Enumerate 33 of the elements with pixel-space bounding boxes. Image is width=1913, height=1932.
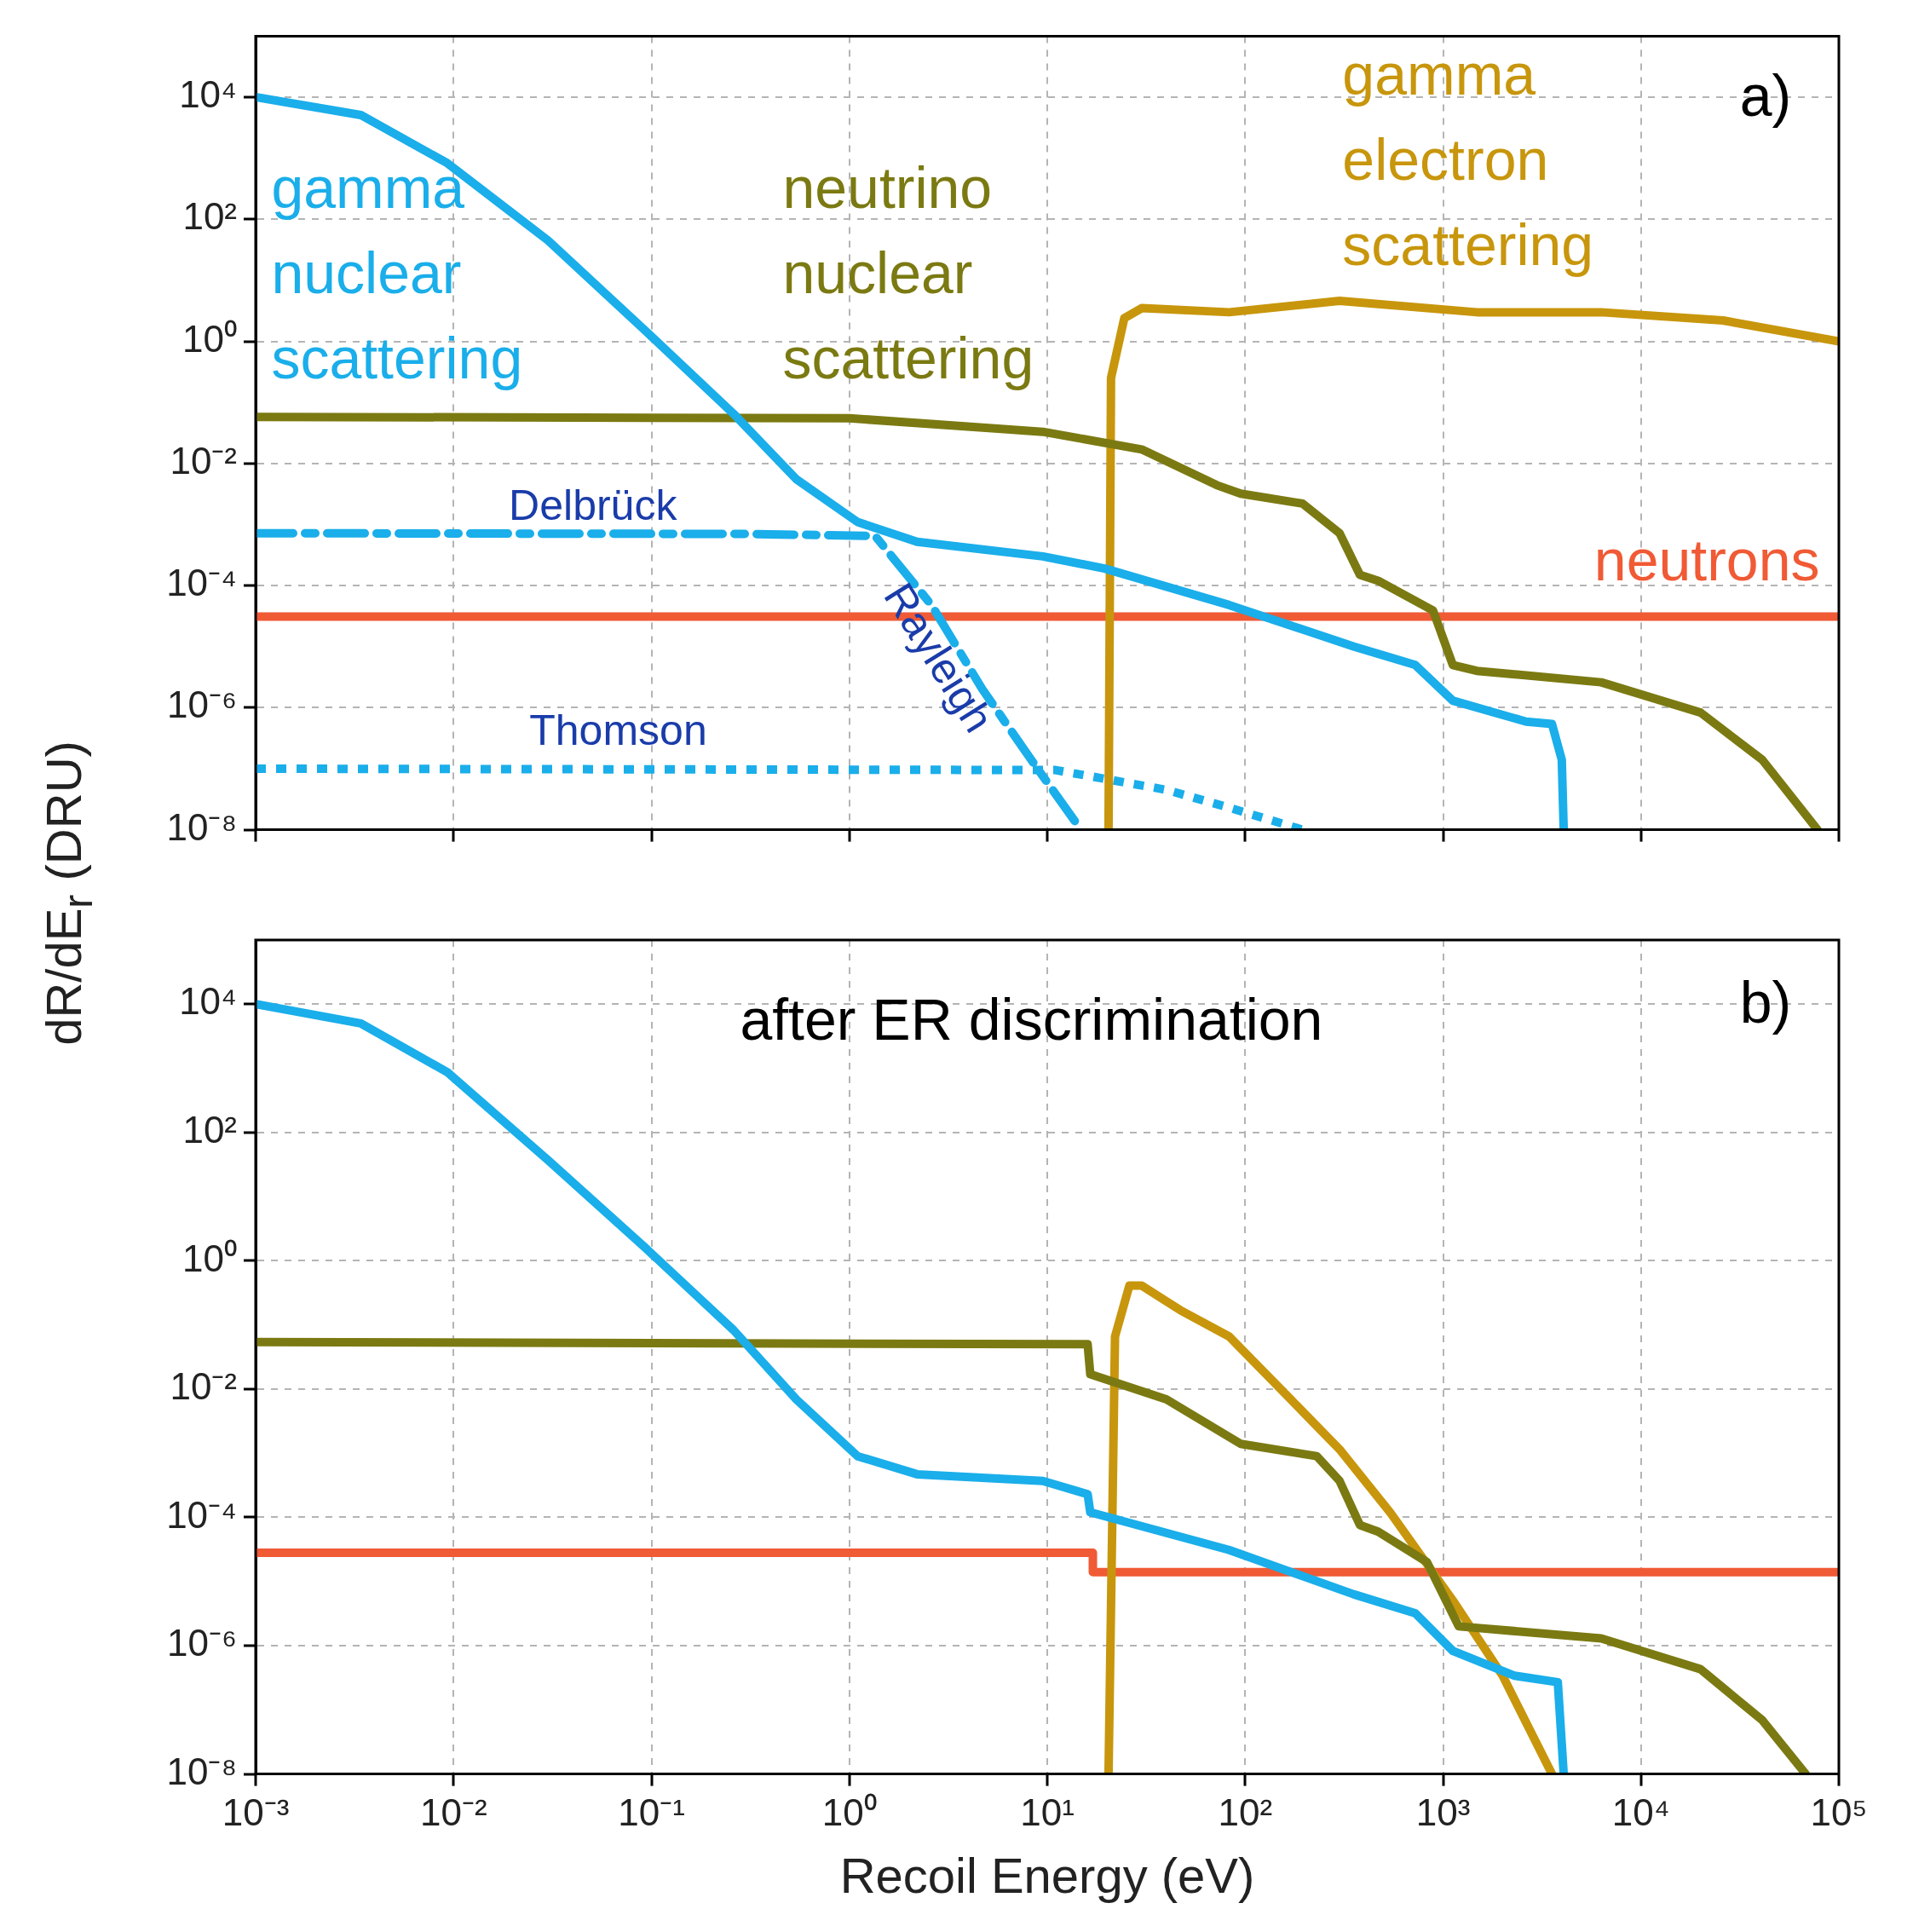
x-tick-label: 10⁻³ (222, 1791, 290, 1834)
series-label: neutrons (1593, 528, 1820, 593)
x-tick-label: 10⁻² (419, 1791, 487, 1834)
x-tick-label: 10¹ (1020, 1791, 1075, 1834)
y-tick-label: 10⁰ (182, 317, 237, 360)
y-tick-label: 10² (182, 195, 237, 238)
annotation: after ER discrimination (740, 986, 1323, 1052)
y-tick-label: 10⁻² (170, 1365, 237, 1408)
x-tick-label: 10⁻¹ (618, 1791, 685, 1834)
annotation: a) (1739, 62, 1792, 128)
y-tick-label: 10⁻⁸ (166, 1750, 237, 1792)
x-tick-label: 10⁴ (1611, 1791, 1670, 1834)
y-tick-label: 10² (182, 1108, 237, 1151)
y-tick-label: 10⁴ (179, 980, 237, 1023)
annotation: Thomson (529, 706, 707, 754)
x-tick-label: 10³ (1415, 1791, 1471, 1834)
y-tick-label: 10⁻² (170, 439, 237, 482)
y-tick-label: 10⁻⁸ (166, 805, 237, 848)
series-label: gamma nuclear scattering (271, 155, 523, 391)
annotation: b) (1739, 970, 1792, 1035)
series-label: gamma electron scattering (1342, 42, 1594, 278)
y-tick-label: 10⁻⁶ (166, 1622, 237, 1664)
x-axis-title: Recoil Energy (eV) (839, 1848, 1255, 1904)
x-tick-label: 10² (1218, 1791, 1273, 1834)
y-tick-label: 10⁻⁴ (166, 1493, 237, 1536)
x-tick-label: 10⁰ (821, 1791, 877, 1834)
y-tick-label: 10⁴ (179, 73, 237, 116)
y-tick-label: 10⁻⁶ (166, 683, 237, 726)
annotation: Delbrück (509, 482, 678, 530)
series-label: neutrino nuclear scattering (782, 155, 1034, 391)
y-tick-label: 10⁰ (182, 1237, 237, 1279)
y-tick-label: 10⁻⁴ (166, 562, 237, 604)
x-tick-label: 10⁵ (1810, 1791, 1868, 1834)
